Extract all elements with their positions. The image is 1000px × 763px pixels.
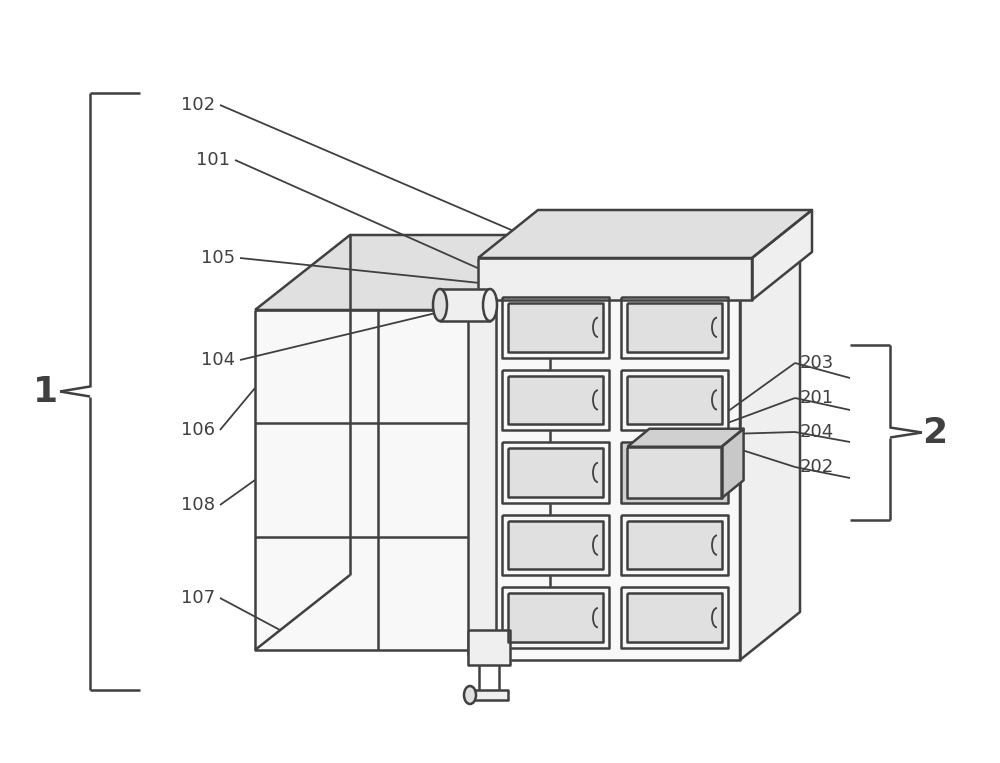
- Text: 108: 108: [181, 496, 215, 514]
- Polygon shape: [621, 443, 728, 503]
- Polygon shape: [468, 630, 510, 665]
- Polygon shape: [627, 594, 722, 642]
- Text: 1: 1: [32, 375, 58, 408]
- Polygon shape: [621, 369, 728, 430]
- Polygon shape: [627, 303, 722, 352]
- Polygon shape: [478, 210, 812, 258]
- Polygon shape: [468, 298, 496, 655]
- Text: 105: 105: [201, 249, 235, 267]
- Polygon shape: [440, 289, 490, 321]
- Polygon shape: [752, 210, 812, 300]
- Polygon shape: [508, 521, 603, 569]
- Polygon shape: [627, 447, 722, 498]
- Polygon shape: [621, 515, 728, 575]
- Polygon shape: [500, 235, 595, 650]
- Polygon shape: [502, 369, 609, 430]
- Ellipse shape: [433, 289, 447, 321]
- Text: 2: 2: [922, 416, 948, 449]
- Polygon shape: [255, 235, 595, 310]
- Polygon shape: [490, 285, 740, 660]
- Polygon shape: [478, 258, 752, 300]
- Polygon shape: [502, 515, 609, 575]
- Polygon shape: [255, 310, 500, 650]
- Polygon shape: [502, 588, 609, 648]
- Polygon shape: [627, 521, 722, 569]
- Polygon shape: [627, 375, 722, 424]
- Polygon shape: [508, 375, 603, 424]
- Text: 104: 104: [201, 351, 235, 369]
- Text: 203: 203: [800, 354, 834, 372]
- Polygon shape: [740, 237, 800, 660]
- Text: 101: 101: [196, 151, 230, 169]
- Text: 102: 102: [181, 96, 215, 114]
- Polygon shape: [508, 448, 603, 497]
- Polygon shape: [502, 297, 609, 358]
- Polygon shape: [621, 297, 728, 358]
- Text: 107: 107: [181, 589, 215, 607]
- Polygon shape: [470, 690, 508, 700]
- Polygon shape: [621, 588, 728, 648]
- Polygon shape: [508, 303, 603, 352]
- Polygon shape: [722, 429, 744, 498]
- Polygon shape: [508, 594, 603, 642]
- Polygon shape: [627, 429, 744, 447]
- Ellipse shape: [483, 289, 497, 321]
- Text: 201: 201: [800, 389, 834, 407]
- Text: 204: 204: [800, 423, 834, 441]
- Ellipse shape: [464, 686, 476, 704]
- Text: 106: 106: [181, 421, 215, 439]
- Polygon shape: [490, 237, 800, 285]
- Text: 202: 202: [800, 458, 834, 476]
- Polygon shape: [502, 443, 609, 503]
